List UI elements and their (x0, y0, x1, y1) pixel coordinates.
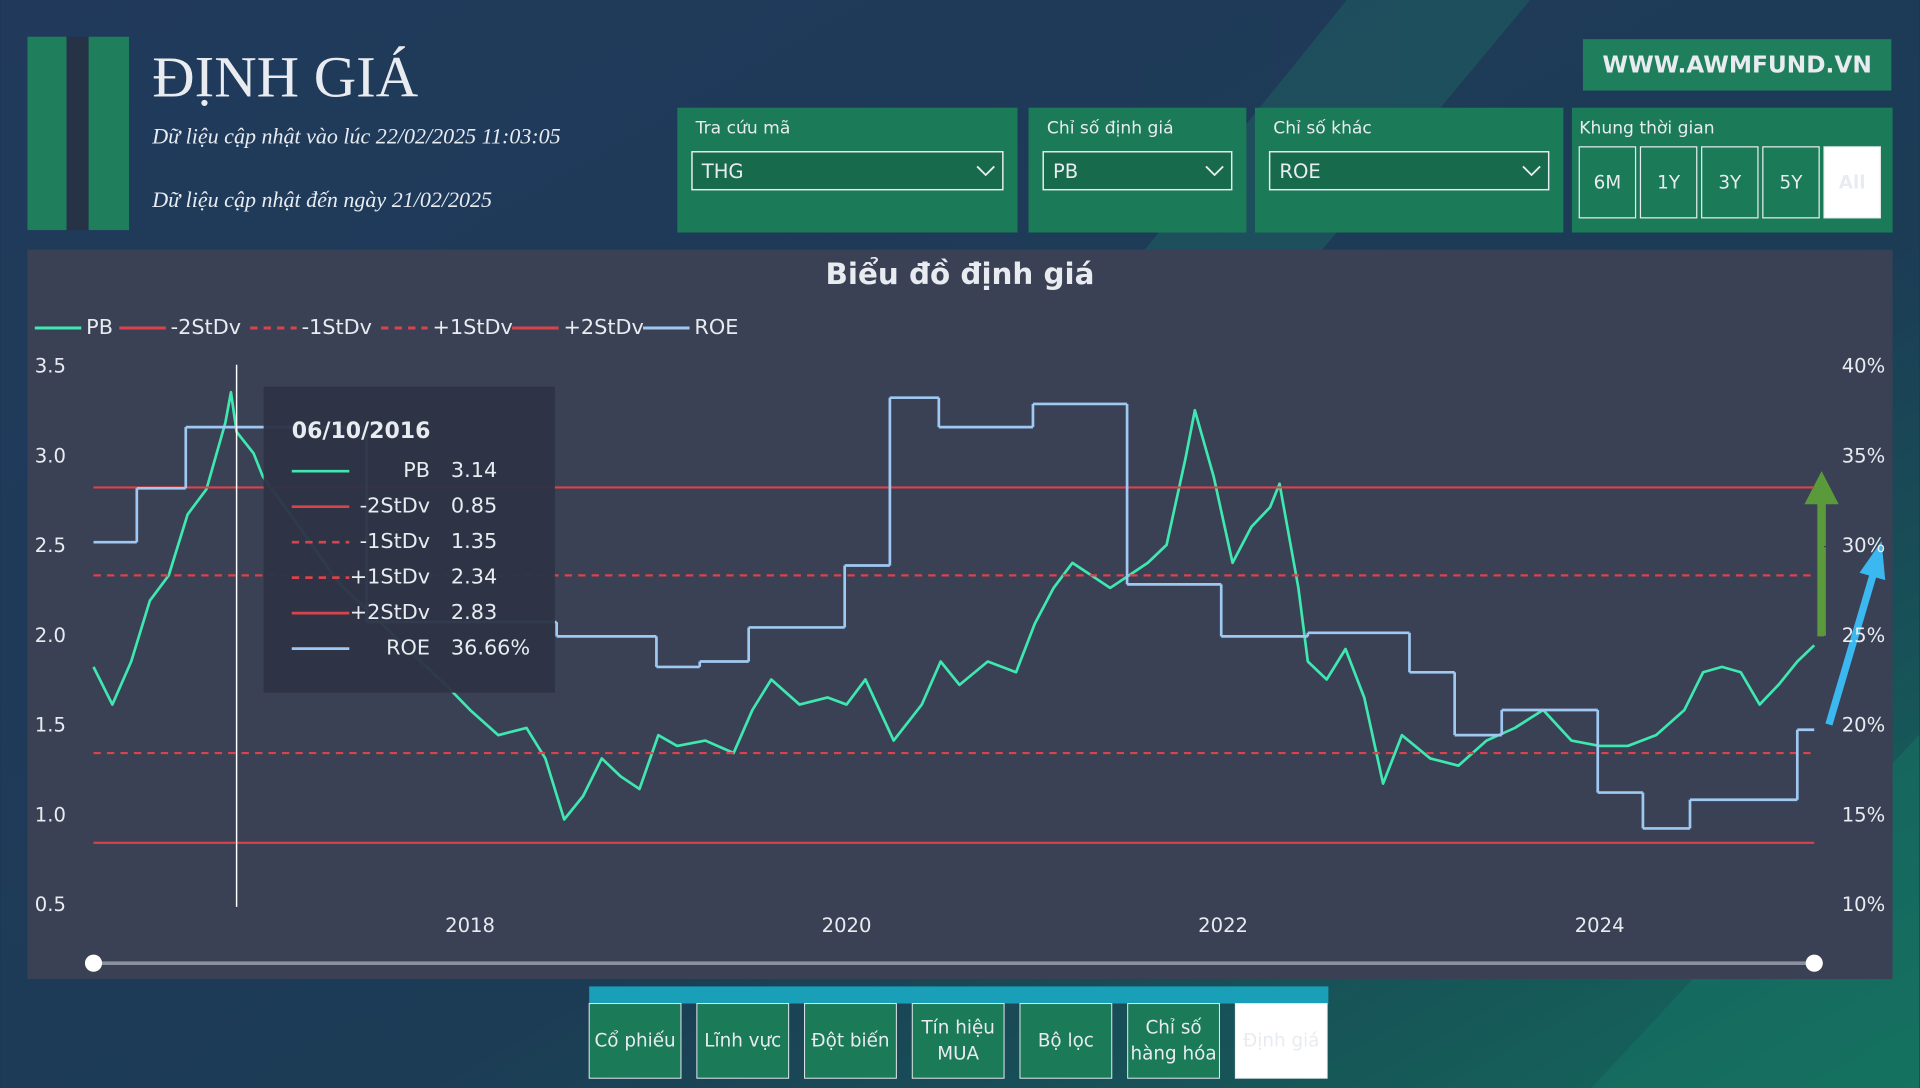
page-title: ĐỊNH GIÁ (152, 45, 418, 110)
y2-tick-label: 40% (1842, 355, 1886, 378)
filter-label: Chỉ số định giá (1047, 118, 1174, 139)
time-button-label[interactable]: 5Y (1780, 173, 1804, 194)
x-tick-label: 2022 (1198, 914, 1248, 937)
y-tick-label: 2.5 (35, 534, 66, 557)
nav-tab[interactable] (911, 1003, 1005, 1079)
update-time: Dữ liệu cập nhật vào lúc 22/02/2025 11:0… (151, 123, 560, 148)
slider-handle[interactable] (1805, 954, 1823, 972)
slider-handle[interactable] (84, 954, 103, 972)
time-button[interactable] (1762, 146, 1820, 219)
y-tick-label: 0.5 (35, 893, 66, 916)
x-tick-label: 2018 (445, 914, 495, 937)
legend-label: PB (86, 315, 113, 339)
tooltip-value: 0.85 (451, 494, 497, 518)
y-tick-label: 3.0 (35, 444, 66, 467)
logo-bar (88, 36, 130, 231)
nav-tab-label[interactable]: Chỉ số (1145, 1018, 1202, 1039)
chevron (976, 165, 995, 177)
x-tick-label: 2024 (1575, 914, 1625, 937)
tooltip-name: ROE (386, 636, 430, 660)
chevron (1522, 165, 1541, 177)
time-button-label[interactable]: 1Y (1657, 173, 1681, 194)
filter-label: Tra cứu mã (695, 119, 791, 139)
time-button-label[interactable]: All (1839, 173, 1866, 194)
nav-tab[interactable] (696, 1003, 790, 1079)
tooltip-date: 06/10/2016 (292, 419, 431, 444)
tooltip-name: -2StDv (360, 494, 430, 518)
tooltip-value: 2.83 (451, 600, 497, 624)
nav-tab-label[interactable]: Cổ phiếu (594, 1030, 675, 1051)
tooltip (263, 386, 555, 693)
arrow (1825, 574, 1877, 726)
y2-tick-label: 30% (1842, 534, 1886, 557)
y2-tick-label: 10% (1842, 893, 1886, 916)
y-tick-label: 2.0 (35, 624, 66, 647)
tab-bar (589, 986, 1329, 1004)
tooltip-name: +2StDv (350, 600, 430, 624)
arrow-head (1859, 540, 1886, 581)
tooltip-name: PB (403, 458, 430, 482)
nav-tab[interactable] (1234, 1003, 1328, 1079)
tooltip-value: 1.35 (451, 529, 497, 553)
nav-tab[interactable] (804, 1003, 897, 1079)
dropdown[interactable] (1268, 151, 1550, 191)
y-tick-label: 3.5 (35, 355, 66, 378)
dropdown-value[interactable]: THG (701, 160, 744, 183)
dropdown-value[interactable]: PB (1053, 160, 1078, 183)
y2-tick-label: 25% (1842, 624, 1886, 647)
legend-label: -1StDv (302, 315, 372, 339)
logo-bar (66, 36, 89, 231)
time-button-label[interactable]: 6M (1594, 173, 1621, 194)
time-button[interactable] (1701, 146, 1759, 219)
dropdown-value[interactable]: ROE (1279, 160, 1320, 183)
nav-tab[interactable] (1127, 1003, 1220, 1079)
nav-tab-label[interactable]: Bộ lọc (1038, 1030, 1094, 1051)
nav-tab-label[interactable]: Lĩnh vực (704, 1030, 781, 1051)
legend-label: -2StDv (171, 315, 241, 339)
time-button[interactable] (1823, 146, 1881, 219)
tooltip-value: 2.34 (451, 565, 497, 589)
y-tick-label: 1.5 (35, 714, 66, 737)
chevron (1205, 165, 1224, 177)
filter-label: Khung thời gian (1579, 119, 1714, 139)
chart-title: Biểu đồ định giá (826, 256, 1095, 291)
nav-tab[interactable] (588, 1003, 682, 1079)
dropdown[interactable] (691, 151, 1004, 191)
tooltip-value: 36.66% (451, 636, 530, 660)
y-tick-label: 1.0 (35, 803, 66, 826)
tooltip-value: 3.14 (451, 458, 497, 482)
legend-label: +1StDv (433, 315, 513, 339)
nav-tab[interactable] (1019, 1003, 1113, 1079)
nav-tab-label[interactable]: Định giá (1243, 1030, 1319, 1051)
website[interactable]: WWW.AWMFUND.VN (1602, 52, 1871, 79)
nav-tab-label[interactable]: MUA (937, 1043, 979, 1064)
arrow-head (1804, 471, 1839, 505)
nav-tab-label[interactable]: hàng hóa (1131, 1043, 1217, 1064)
dropdown[interactable] (1042, 151, 1233, 191)
time-button-label[interactable]: 3Y (1718, 173, 1742, 194)
tooltip-name: -1StDv (360, 529, 430, 553)
website-box[interactable] (1582, 39, 1892, 91)
y2-tick-label: 15% (1842, 803, 1886, 826)
time-button[interactable] (1578, 146, 1637, 219)
tooltip-name: +1StDv (350, 565, 430, 589)
logo-bar (27, 36, 67, 231)
update-date: Dữ liệu cập nhật đến ngày 21/02/2025 (151, 187, 492, 212)
x-tick-label: 2020 (822, 914, 872, 937)
y2-tick-label: 35% (1842, 444, 1886, 467)
time-button[interactable] (1639, 146, 1698, 219)
legend-label: +2StDv (563, 315, 643, 339)
filter-label: Chỉ số khác (1273, 118, 1372, 139)
legend-label: ROE (694, 315, 738, 339)
nav-tab-label[interactable]: Đột biến (811, 1030, 889, 1051)
y2-tick-label: 20% (1842, 714, 1886, 737)
nav-tab-label[interactable]: Tín hiệu (920, 1018, 994, 1039)
